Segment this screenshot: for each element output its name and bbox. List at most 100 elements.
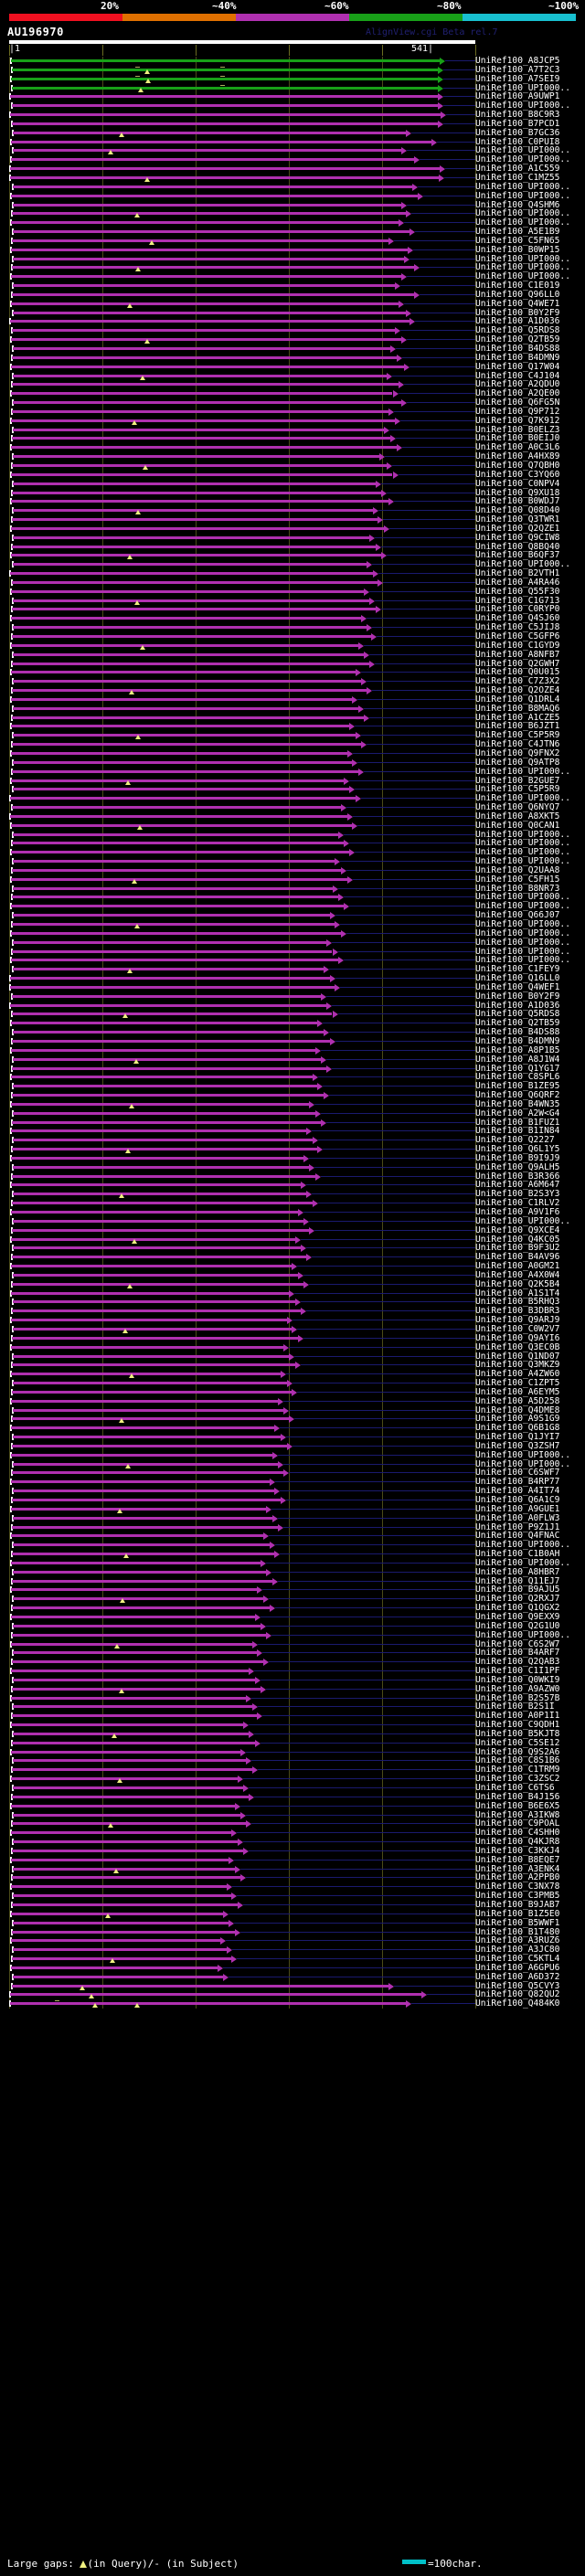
hit-label[interactable]: UniRef100_Q55F30 (475, 586, 560, 597)
hsp-bar[interactable] (10, 554, 382, 557)
hit-label[interactable]: UniRef100_B2GUE7 (475, 775, 560, 786)
hsp-bar[interactable] (12, 832, 339, 836)
hsp-bar[interactable] (9, 175, 440, 179)
hsp-bar[interactable] (12, 1867, 235, 1871)
alignment-row[interactable]: UniRef100_A4IT74 (0, 1487, 585, 1496)
hsp-bar[interactable] (10, 1076, 313, 1079)
alignment-row[interactable]: UniRef100_Q2QAB3 (0, 1658, 585, 1668)
hit-label[interactable]: UniRef100_Q2K5B4 (475, 1278, 560, 1289)
hsp-bar[interactable] (10, 1129, 307, 1133)
hsp-bar[interactable] (10, 1777, 238, 1781)
alignment-row[interactable]: UniRef100_C1FEY9 (0, 965, 585, 975)
alignment-row[interactable]: UniRef100_UPI000.. (0, 1451, 585, 1460)
alignment-row[interactable]: UniRef100_A8NFB7 (0, 651, 585, 660)
hsp-bar[interactable] (12, 1705, 252, 1709)
alignment-row[interactable]: UniRef100_A9AZW0 (0, 1685, 585, 1694)
hsp-bar[interactable] (11, 491, 382, 494)
hit-label[interactable]: UniRef100_Q2QZE1 (475, 523, 560, 534)
hsp-bar[interactable] (10, 1426, 275, 1430)
alignment-row[interactable]: UniRef100_Q16LL0 (0, 974, 585, 983)
hit-label[interactable]: UniRef100_A0FLW3 (475, 1512, 560, 1523)
hit-label[interactable]: UniRef100_A1D036 (475, 316, 560, 327)
hsp-bar[interactable] (10, 194, 418, 197)
hsp-bar[interactable] (10, 500, 388, 504)
hsp-bar[interactable] (11, 1202, 313, 1205)
hsp-bar[interactable] (11, 292, 415, 296)
hit-label[interactable]: UniRef100_UPI000.. (475, 955, 570, 966)
alignment-row[interactable]: UniRef100_B4J156 (0, 1793, 585, 1802)
hit-label[interactable]: UniRef100_Q1ND07 (475, 1351, 560, 1362)
alignment-row[interactable]: UniRef100_Q1DRL4 (0, 695, 585, 705)
hit-label[interactable]: UniRef100_B7PCD1 (475, 118, 560, 129)
alignment-row[interactable]: UniRef100_C5FN65 (0, 237, 585, 246)
hit-label[interactable]: UniRef100_B8MAQ6 (475, 703, 560, 714)
alignment-row[interactable]: UniRef100_UPI000.. (0, 938, 585, 948)
alignment-row[interactable]: UniRef100_C9POAL (0, 1819, 585, 1829)
hit-label[interactable]: UniRef100_Q7QBH0 (475, 460, 560, 471)
hsp-bar[interactable] (11, 608, 376, 611)
hit-label[interactable]: UniRef100_B5RHQ3 (475, 1297, 560, 1308)
hit-label[interactable]: UniRef100_Q6QRF2 (475, 1090, 560, 1101)
hsp-bar[interactable] (10, 302, 399, 305)
hsp-bar[interactable] (10, 1534, 264, 1538)
hsp-bar[interactable] (12, 1732, 250, 1735)
hit-label[interactable]: UniRef100_A9GUE1 (475, 1503, 560, 1514)
alignment-row[interactable]: UniRef100_A8J1W4 (0, 1055, 585, 1065)
hit-label[interactable]: UniRef100_A3RUZ6 (475, 1935, 560, 1946)
hsp-bar[interactable] (11, 896, 339, 899)
hit-label[interactable]: UniRef100_A2W<G4 (475, 1108, 560, 1118)
alignment-row[interactable]: UniRef100_UPI000.. (0, 155, 585, 165)
hit-label[interactable]: UniRef100_UPI000.. (475, 253, 570, 264)
hsp-bar[interactable] (12, 1543, 270, 1547)
hit-label[interactable]: UniRef100_A3ENK4 (475, 1863, 560, 1874)
alignment-row[interactable]: UniRef100_Q55F30 (0, 588, 585, 597)
hit-label[interactable]: UniRef100_B4DS88 (475, 344, 560, 354)
hit-label[interactable]: UniRef100_Q2TB59 (475, 1018, 560, 1029)
hsp-bar[interactable] (10, 1885, 227, 1889)
hit-label[interactable]: UniRef100_B0EIJ0 (475, 433, 560, 444)
hsp-bar[interactable] (12, 1975, 223, 1978)
hsp-bar[interactable] (11, 743, 361, 747)
hsp-bar[interactable] (10, 1237, 295, 1241)
hit-label[interactable]: UniRef100_B4J156 (475, 1791, 560, 1802)
alignment-row[interactable]: UniRef100_A4ZW60 (0, 1370, 585, 1380)
hsp-bar[interactable] (12, 1031, 324, 1034)
hit-label[interactable]: UniRef100_Q3TWR1 (475, 514, 560, 525)
alignment-row[interactable]: UniRef100_UPI000.. (0, 263, 585, 273)
alignment-row[interactable]: UniRef100_UPI000.. (0, 847, 585, 858)
alignment-row[interactable]: UniRef100_B8EQE7 (0, 1856, 585, 1865)
hit-label[interactable]: UniRef100_B1ZE95 (475, 1081, 560, 1092)
hsp-bar[interactable] (11, 769, 358, 773)
hsp-bar[interactable] (10, 931, 341, 935)
alignment-row[interactable]: UniRef100_C8S1B6 (0, 1756, 585, 1766)
hsp-bar[interactable] (10, 248, 408, 251)
hit-label[interactable]: UniRef100_C3ZSC2 (475, 1774, 560, 1785)
hsp-bar[interactable] (11, 1930, 235, 1934)
hsp-bar[interactable] (12, 1624, 261, 1627)
hsp-bar[interactable] (12, 1085, 318, 1088)
hit-label[interactable]: UniRef100_Q2GWH7 (475, 658, 560, 669)
hsp-bar[interactable] (11, 1768, 252, 1772)
alignment-row[interactable]: UniRef100_A9GUE1 (0, 1505, 585, 1514)
hit-label[interactable]: UniRef100_Q08D40 (475, 505, 560, 516)
hit-label[interactable]: UniRef100_UPI000.. (475, 190, 570, 201)
hit-label[interactable]: UniRef100_UPI000.. (475, 82, 570, 93)
hsp-bar[interactable] (12, 1111, 315, 1115)
hit-label[interactable]: UniRef100_UPI000.. (475, 847, 570, 858)
hit-label[interactable]: UniRef100_A5D258 (475, 1395, 560, 1406)
alignment-row[interactable]: UniRef100_Q1JYI7 (0, 1433, 585, 1442)
alignment-row[interactable]: UniRef100_C3ZSC2 (0, 1775, 585, 1784)
alignment-row[interactable]: UniRef100_A6D372 (0, 1973, 585, 1982)
hsp-bar[interactable] (12, 1462, 279, 1466)
hsp-bar[interactable] (11, 1363, 295, 1367)
hit-label[interactable]: UniRef100_B0WDJ7 (475, 496, 560, 507)
hit-label[interactable]: UniRef100_B2VTH1 (475, 568, 560, 579)
alignment-row[interactable]: UniRef100_Q9ATP8 (0, 758, 585, 768)
alignment-row[interactable]: UniRef100_A1C559 (0, 164, 585, 174)
hit-label[interactable]: UniRef100_B2S3Y3 (475, 1189, 560, 1200)
hsp-bar[interactable] (10, 1696, 247, 1700)
hsp-bar[interactable] (12, 203, 401, 207)
alignment-row[interactable]: UniRef100_A0P1I1 (0, 1712, 585, 1722)
alignment-row[interactable]: UniRef100_A2W<G4 (0, 1109, 585, 1118)
hit-label[interactable]: UniRef100_Q2TB59 (475, 334, 560, 345)
